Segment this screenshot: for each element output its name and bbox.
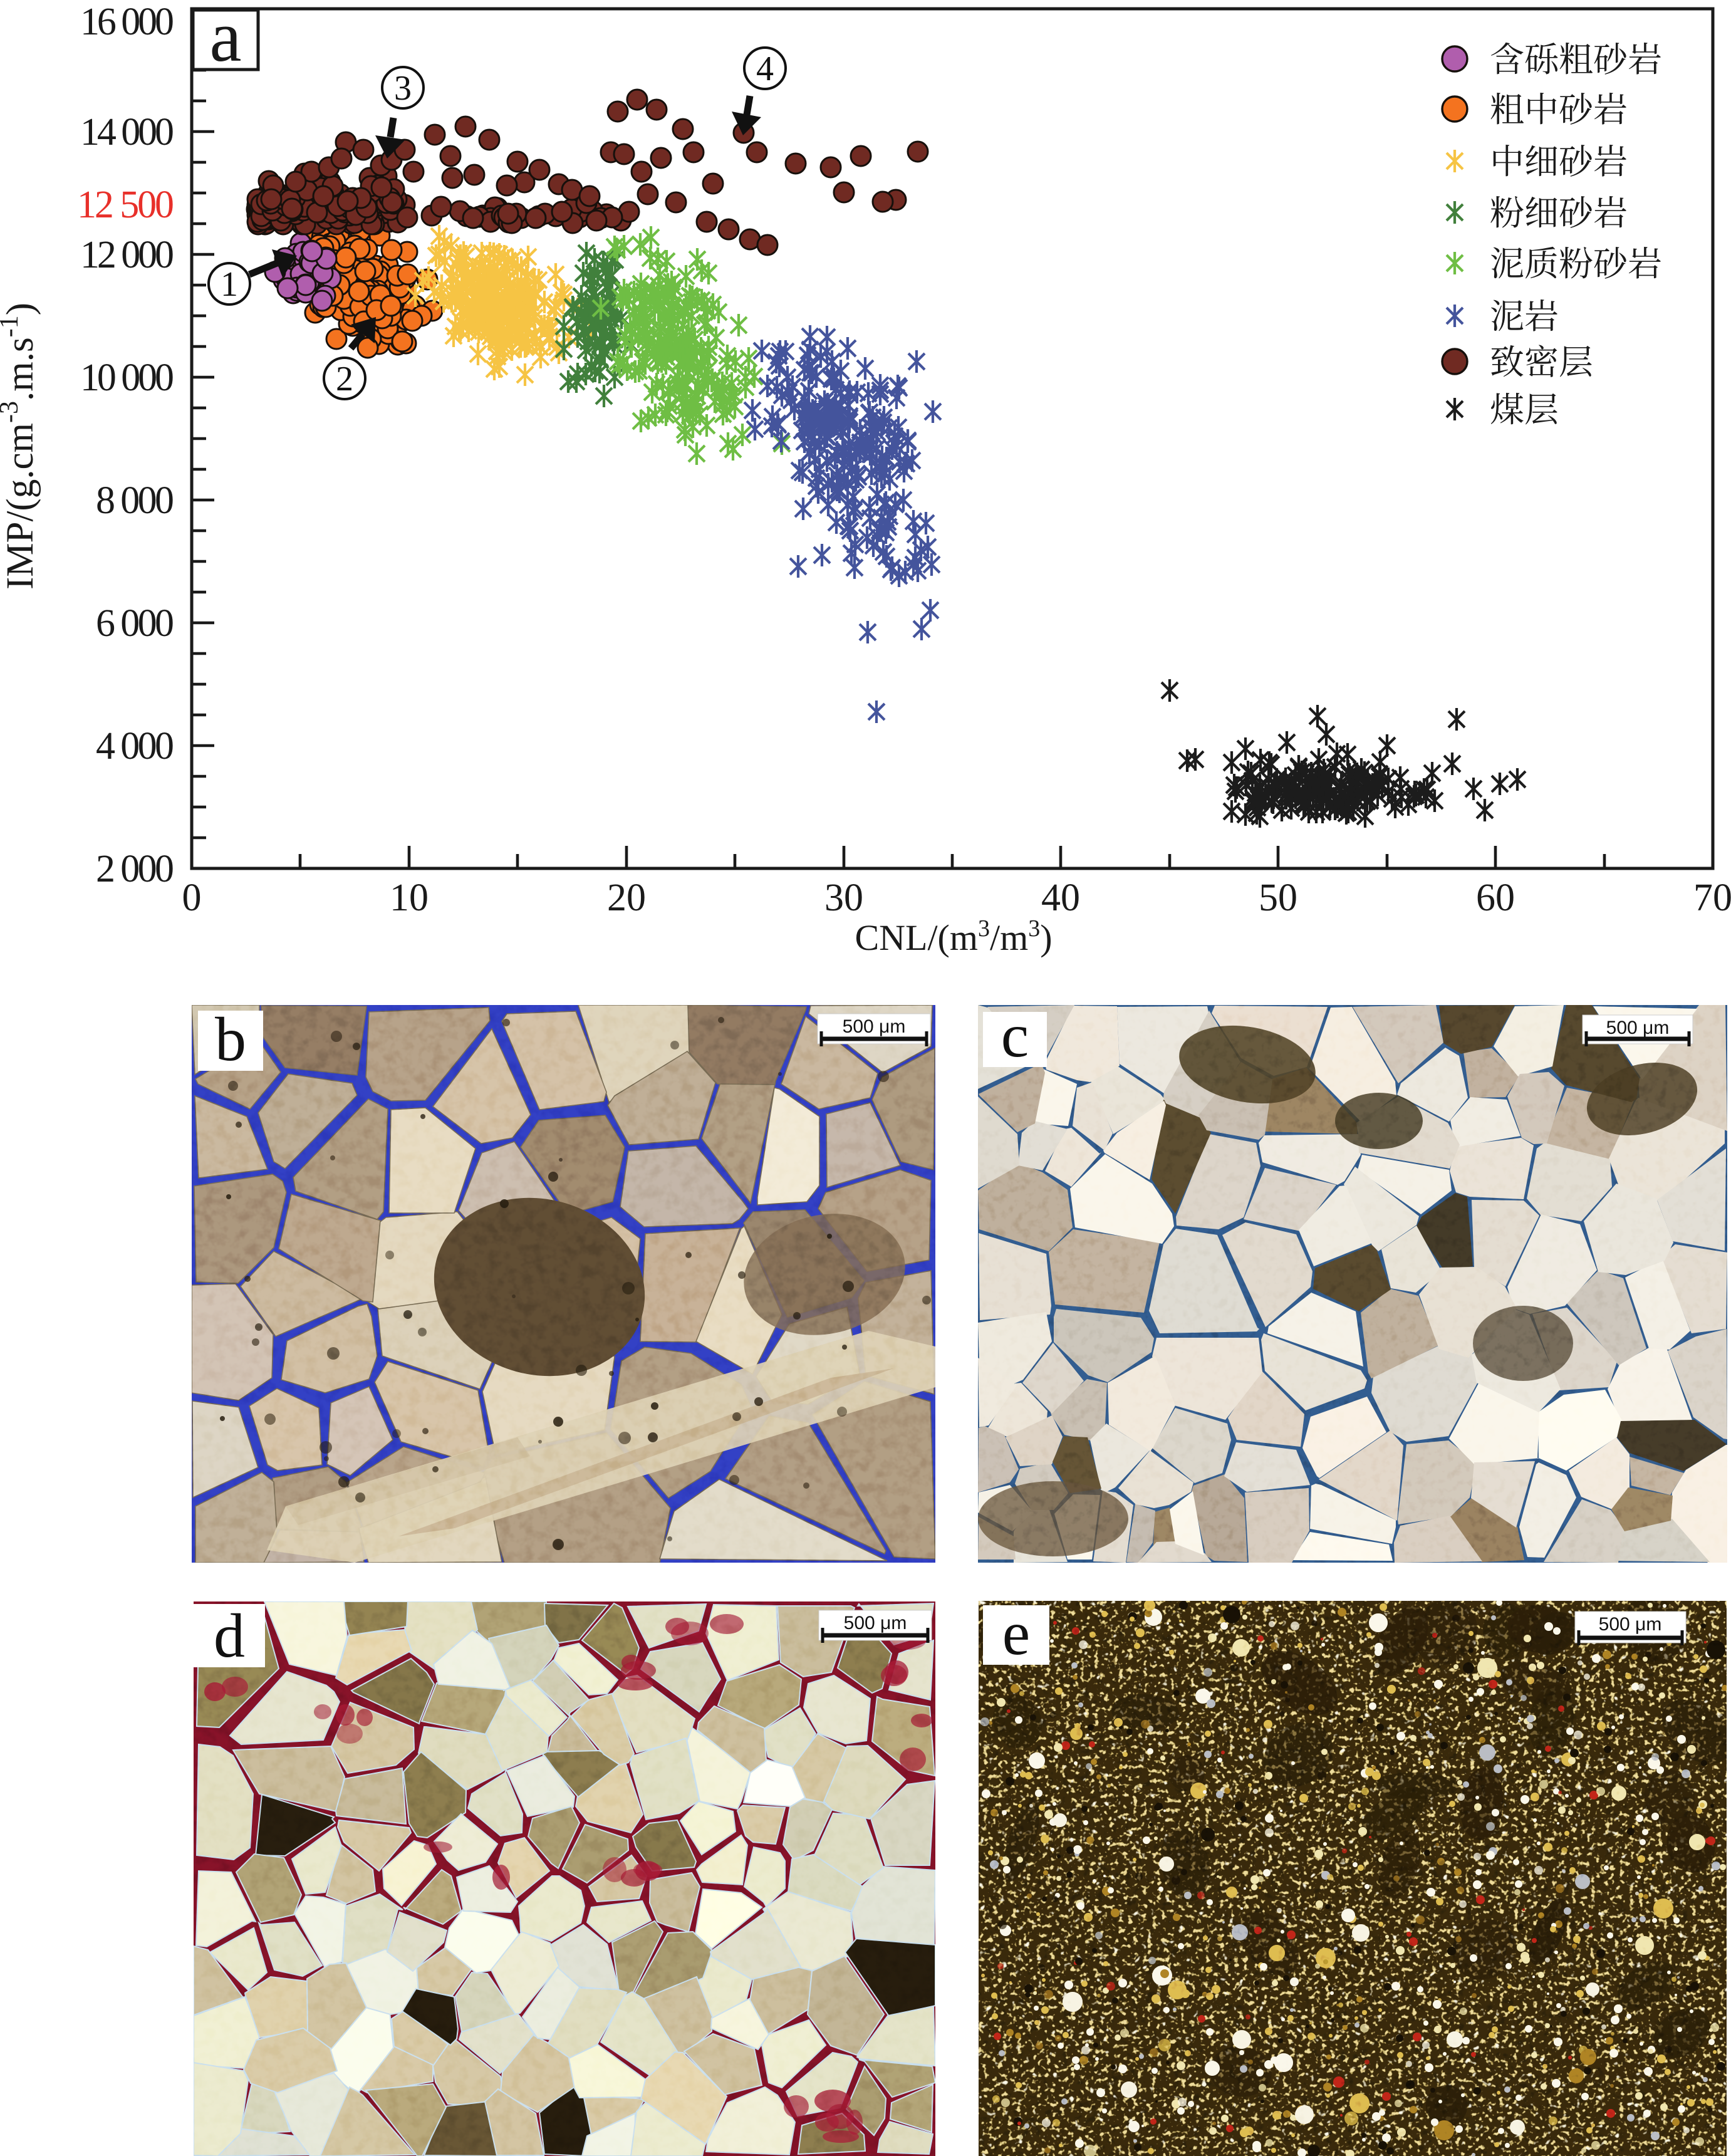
svg-text:500 μm: 500 μm <box>1599 1614 1662 1635</box>
svg-text:3: 3 <box>394 69 412 108</box>
svg-text:500 μm: 500 μm <box>844 1613 907 1633</box>
svg-text:14 000: 14 000 <box>80 111 174 154</box>
svg-text:10: 10 <box>390 877 429 919</box>
svg-text:2: 2 <box>336 360 353 398</box>
svg-text:a: a <box>209 0 241 76</box>
svg-text:c: c <box>1001 1001 1029 1070</box>
svg-text:500 μm: 500 μm <box>1606 1018 1670 1038</box>
svg-text:12 500: 12 500 <box>77 184 174 226</box>
svg-text:d: d <box>214 1601 245 1670</box>
svg-text:6 000: 6 000 <box>96 602 174 645</box>
svg-text:20: 20 <box>607 877 646 919</box>
svg-text:500 μm: 500 μm <box>843 1016 906 1037</box>
svg-text:1: 1 <box>221 265 238 304</box>
svg-text:10 000: 10 000 <box>80 357 174 399</box>
svg-text:e: e <box>1002 1598 1030 1668</box>
svg-text:60: 60 <box>1476 877 1515 919</box>
svg-text:30: 30 <box>824 877 863 919</box>
svg-text:0: 0 <box>182 877 202 919</box>
svg-text:50: 50 <box>1259 877 1297 919</box>
svg-text:16 000: 16 000 <box>80 1 174 43</box>
svg-text:4: 4 <box>756 49 774 88</box>
svg-text:8 000: 8 000 <box>96 479 174 522</box>
svg-text:IMP/(g.cm-3.m.s-1): IMP/(g.cm-3.m.s-1) <box>0 303 41 590</box>
svg-text:2 000: 2 000 <box>96 848 174 890</box>
svg-text:b: b <box>215 1004 246 1074</box>
svg-text:4 000: 4 000 <box>96 725 174 768</box>
svg-text:70: 70 <box>1693 877 1731 919</box>
svg-text:12 000: 12 000 <box>80 234 174 276</box>
svg-text:CNL/(m3/m3): CNL/(m3/m3) <box>855 915 1052 958</box>
svg-text:40: 40 <box>1041 877 1080 919</box>
